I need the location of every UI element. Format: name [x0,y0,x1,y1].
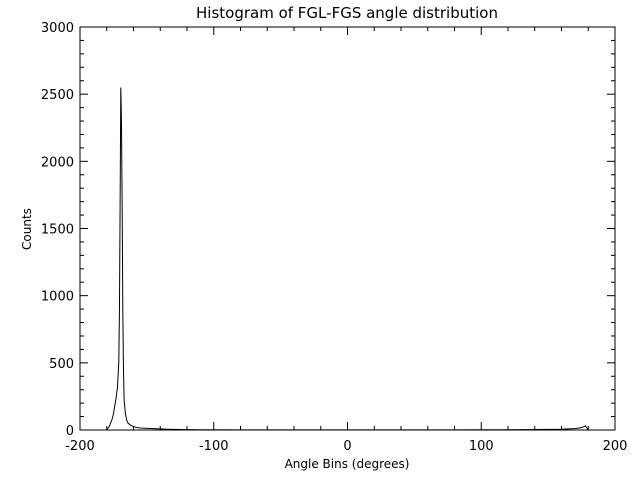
x-tick-label: 100 [469,439,494,454]
y-tick-label: 1500 [41,223,74,238]
y-tick-label: 500 [49,357,74,372]
y-tick-label: 3000 [41,21,74,36]
y-tick-label: 2500 [41,88,74,103]
y-tick-label: 2000 [41,155,74,170]
x-tick-labels: -200 -100 0 100 200 [65,439,627,454]
y-axis-label: Counts [20,208,34,250]
chart-title: Histogram of FGL-FGS angle distribution [196,4,498,22]
x-tick-label: -200 [65,439,95,454]
x-tick-label: -100 [199,439,229,454]
y-tick-labels: 0 500 1000 1500 2000 2500 3000 [41,21,74,439]
plot-frame [79,26,616,431]
y-tick-label: 0 [66,424,74,439]
series-line [106,87,589,431]
y-tick-label: 1000 [41,290,74,305]
axis-ticks [79,26,616,431]
x-tick-label: 0 [343,439,351,454]
x-axis-label: Angle Bins (degrees) [285,457,410,471]
x-tick-label: 200 [603,439,628,454]
